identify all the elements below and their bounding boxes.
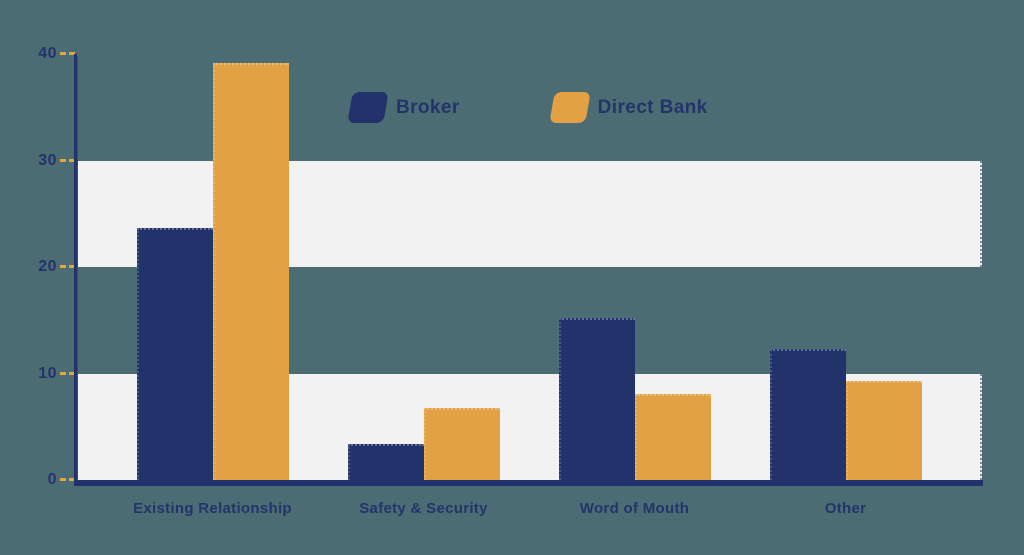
bar-group: [529, 54, 740, 480]
y-axis-tick-label: 10: [38, 364, 57, 382]
bar-direct-bank: [845, 380, 922, 480]
y-axis-tick-mark: [60, 158, 75, 162]
x-axis-category-label: Other: [824, 500, 867, 517]
y-axis-line: [74, 54, 78, 480]
legend: Broker Direct Bank: [347, 92, 708, 123]
bar-groups: [107, 54, 951, 480]
y-axis-tick-label: 0: [47, 471, 57, 488]
legend-label: Broker: [396, 96, 460, 118]
bar-broker: [769, 349, 846, 480]
legend-label: Direct Bank: [597, 96, 708, 118]
legend-item: Direct Bank: [548, 92, 708, 123]
legend-swatch-icon: [347, 92, 389, 123]
x-axis-category-label: Existing Relationship: [133, 500, 292, 517]
bar-broker: [558, 318, 635, 480]
legend-swatch-icon: [548, 92, 591, 123]
y-axis-tick-mark: [60, 265, 75, 268]
bar-broker: [347, 443, 424, 480]
y-axis-tick-label: 20: [38, 258, 57, 275]
plot-area: [78, 54, 982, 480]
bar-direct-bank: [423, 407, 500, 480]
bar-broker: [136, 227, 213, 480]
x-axis-labels: Existing Relationship Safety & Security Wo…: [107, 500, 951, 517]
y-axis-tick-mark: [60, 52, 75, 55]
bar-direct-bank: [634, 393, 711, 480]
y-axis-tick-mark: [60, 371, 75, 375]
bar-group: [107, 54, 318, 480]
x-axis-category-label: Word of Mouth: [579, 500, 690, 517]
y-axis-ticks: [60, 52, 75, 481]
y-axis-tick-label: 40: [38, 45, 57, 62]
legend-item: Broker: [347, 92, 460, 123]
bar-group: [740, 54, 951, 480]
bar-group: [318, 54, 529, 480]
x-axis-line: [74, 480, 983, 486]
x-axis-category-label: Safety & Security: [359, 500, 488, 517]
y-axis-labels: 0 10 20 30 40: [0, 46, 57, 488]
y-axis-tick-mark: [60, 478, 75, 481]
bar-direct-bank: [212, 62, 289, 480]
y-axis-tick-label: 30: [38, 151, 57, 169]
